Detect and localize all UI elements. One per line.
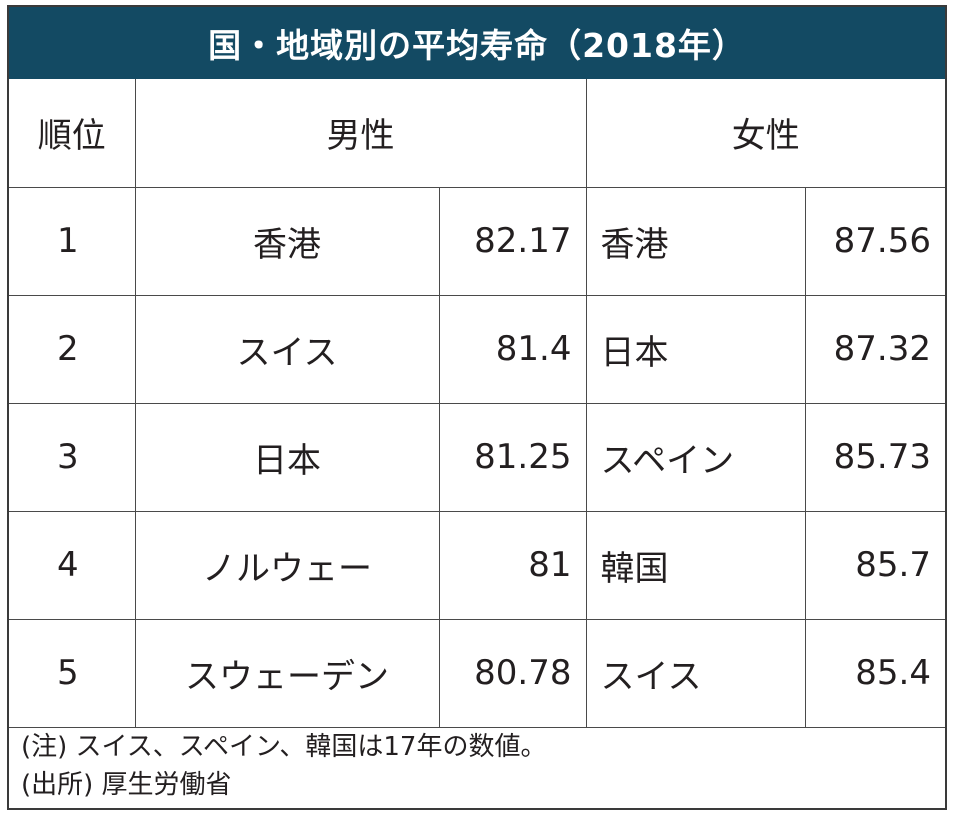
header-male: 男性 (134, 79, 587, 188)
female-country-cell: スペイン (585, 402, 806, 512)
female-value-cell: 87.32 (804, 294, 945, 404)
male-value-cell: 81.4 (438, 294, 587, 404)
note-text: (注) スイス、スペイン、韓国は17年の数値。 (21, 732, 547, 762)
male-value-cell: 81 (438, 510, 587, 620)
male-country-cell: ノルウェー (134, 510, 440, 620)
table-row: 5 スウェーデン 80.78 スイス 85.4 (9, 618, 945, 728)
table-row: 1 香港 82.17 香港 87.56 (9, 186, 945, 296)
female-value-cell: 85.73 (804, 402, 945, 512)
female-country-cell: 韓国 (585, 510, 806, 620)
rank-cell: 4 (9, 510, 136, 620)
table-notes: (注) スイス、スペイン、韓国は17年の数値。 (出所) 厚生労働省 (9, 728, 945, 804)
header-female: 女性 (585, 79, 945, 188)
life-expectancy-table-figure: 国・地域別の平均寿命（2018年） 順位 男性 女性 1 香港 82.17 香港 87.… (7, 5, 947, 810)
male-country-cell: 日本 (134, 402, 440, 512)
table-title: 国・地域別の平均寿命（2018年） (9, 7, 945, 79)
male-value-cell: 80.78 (438, 618, 587, 728)
female-value-cell: 85.7 (804, 510, 945, 620)
ranking-table: 順位 男性 女性 1 香港 82.17 香港 87.56 2 スイス 81.4 日本 87.32 3… (9, 79, 945, 728)
female-country-cell: 日本 (585, 294, 806, 404)
female-country-cell: スイス (585, 618, 806, 728)
table-header-row: 順位 男性 女性 (9, 79, 945, 188)
rank-cell: 3 (9, 402, 136, 512)
female-value-cell: 87.56 (804, 186, 945, 296)
male-country-cell: 香港 (134, 186, 440, 296)
table-row: 3 日本 81.25 スペイン 85.73 (9, 402, 945, 512)
female-value-cell: 85.4 (804, 618, 945, 728)
male-country-cell: スイス (134, 294, 440, 404)
male-country-cell: スウェーデン (134, 618, 440, 728)
table-row: 4 ノルウェー 81 韓国 85.7 (9, 510, 945, 620)
table-row: 2 スイス 81.4 日本 87.32 (9, 294, 945, 404)
rank-cell: 2 (9, 294, 136, 404)
rank-cell: 1 (9, 186, 136, 296)
source-text: (出所) 厚生労働省 (21, 770, 232, 800)
male-value-cell: 81.25 (438, 402, 587, 512)
header-rank: 順位 (9, 79, 136, 188)
female-country-cell: 香港 (585, 186, 806, 296)
rank-cell: 5 (9, 618, 136, 728)
male-value-cell: 82.17 (438, 186, 587, 296)
